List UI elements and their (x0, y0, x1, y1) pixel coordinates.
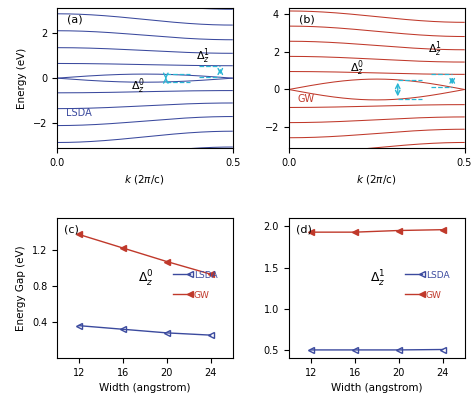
X-axis label: $k$ ($2\pi$/c): $k$ ($2\pi$/c) (125, 173, 165, 186)
Y-axis label: Energy (eV): Energy (eV) (17, 48, 27, 109)
Text: GW: GW (194, 291, 210, 300)
X-axis label: Width (angstrom): Width (angstrom) (99, 383, 191, 394)
Text: $\Delta_z^0$: $\Delta_z^0$ (131, 76, 145, 96)
Text: LSDA: LSDA (194, 271, 218, 280)
Text: GW: GW (426, 291, 442, 300)
Text: LSDA: LSDA (426, 271, 449, 280)
Text: LSDA: LSDA (66, 108, 91, 118)
Text: (d): (d) (296, 224, 312, 234)
Text: (b): (b) (300, 14, 315, 24)
X-axis label: Width (angstrom): Width (angstrom) (331, 383, 422, 394)
X-axis label: $k$ ($2\pi$/c): $k$ ($2\pi$/c) (356, 173, 397, 186)
Text: $\Delta_z^1$: $\Delta_z^1$ (428, 40, 442, 59)
Y-axis label: Energy Gap (eV): Energy Gap (eV) (16, 245, 26, 331)
Text: $\Delta_z^1$: $\Delta_z^1$ (196, 47, 210, 66)
Text: (a): (a) (67, 14, 83, 24)
Text: $\Delta_z^0$: $\Delta_z^0$ (138, 269, 154, 289)
Text: $\Delta_z^1$: $\Delta_z^1$ (370, 269, 385, 289)
Text: (c): (c) (64, 224, 79, 234)
Text: GW: GW (298, 94, 315, 104)
Text: $\Delta_z^0$: $\Delta_z^0$ (350, 58, 365, 78)
